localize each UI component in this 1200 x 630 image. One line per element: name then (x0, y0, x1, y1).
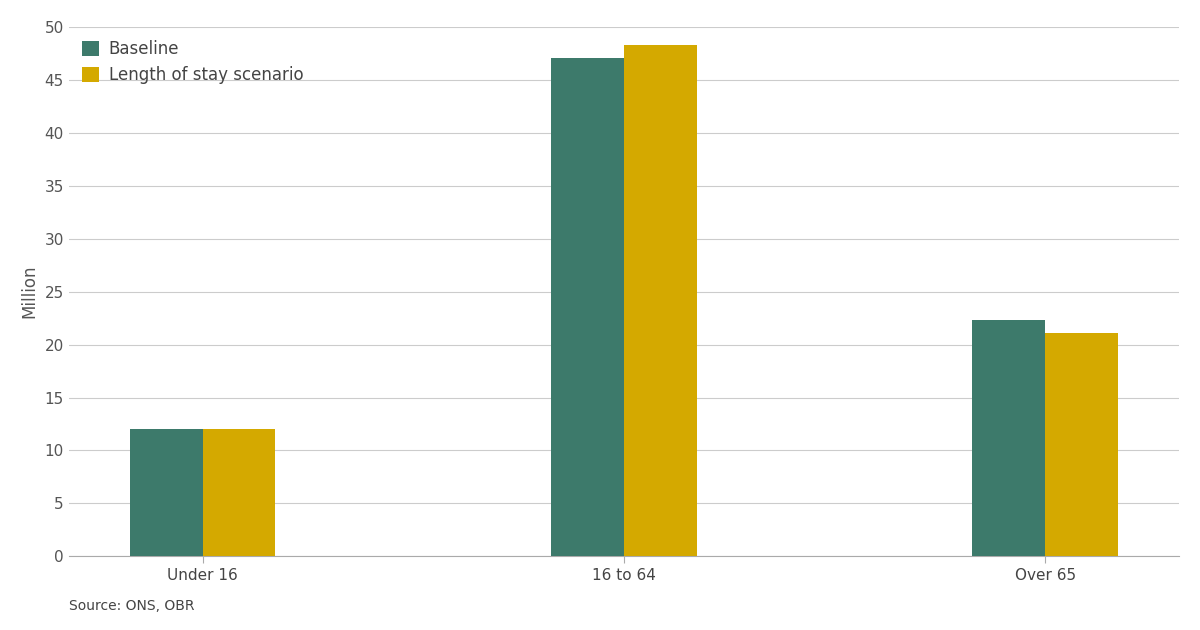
Bar (130, 429, 203, 556)
Bar (624, 45, 697, 556)
Legend: Baseline, Length of stay scenario: Baseline, Length of stay scenario (77, 35, 308, 89)
Y-axis label: Million: Million (20, 265, 38, 318)
Bar (972, 320, 1045, 556)
Bar (1045, 333, 1118, 556)
Text: Source: ONS, OBR: Source: ONS, OBR (68, 598, 194, 613)
Bar (551, 57, 624, 556)
Bar (203, 429, 276, 556)
